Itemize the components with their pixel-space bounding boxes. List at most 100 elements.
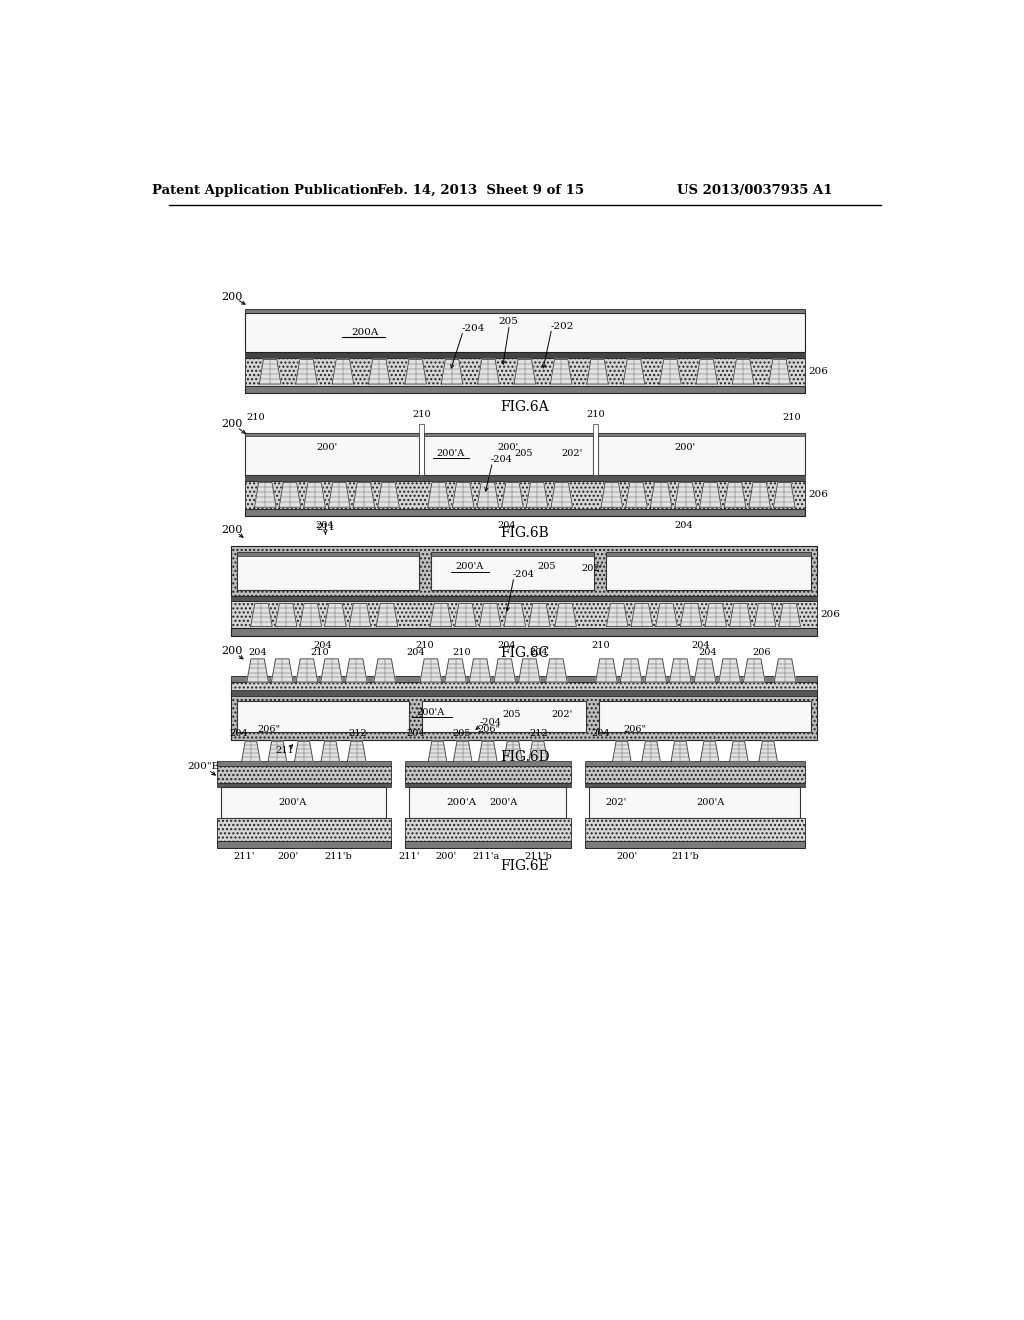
Text: 205: 205 [514,449,532,458]
Polygon shape [477,483,499,507]
Text: 200'A: 200'A [417,709,445,717]
Polygon shape [430,603,452,627]
Polygon shape [502,483,523,507]
Polygon shape [441,359,463,384]
Polygon shape [694,659,716,682]
Polygon shape [705,603,727,627]
Text: 200'A: 200'A [456,562,483,572]
Bar [245,433,419,437]
Bar [217,783,391,788]
Text: 200A: 200A [351,327,379,337]
Polygon shape [353,483,375,507]
Polygon shape [724,483,745,507]
Text: 210: 210 [591,640,609,649]
Text: FIG.6B: FIG.6B [501,527,549,540]
Text: 200: 200 [221,524,243,535]
Bar [245,475,805,480]
Bar [245,358,805,385]
Polygon shape [779,603,801,627]
Polygon shape [296,359,317,384]
Polygon shape [321,659,342,682]
Text: 200'A: 200'A [489,799,517,808]
Text: US 2013/0037935 A1: US 2013/0037935 A1 [677,185,833,197]
Text: -202: -202 [550,322,573,331]
Polygon shape [730,603,752,627]
Text: 204: 204 [248,648,267,657]
Bar [245,351,805,358]
Polygon shape [268,742,287,762]
Text: 204: 204 [674,521,692,531]
Polygon shape [504,603,525,627]
Bar [217,766,391,783]
Polygon shape [478,742,497,762]
Bar [237,552,419,556]
Polygon shape [555,603,577,627]
Text: 210: 210 [413,411,431,420]
Text: 210: 210 [453,648,471,657]
Polygon shape [304,483,326,507]
Polygon shape [732,359,754,384]
Text: FIG.6E: FIG.6E [501,859,549,873]
Text: Feb. 14, 2013  Sheet 9 of 15: Feb. 14, 2013 Sheet 9 of 15 [378,185,585,197]
Bar [404,841,571,847]
Text: FIG.6C: FIG.6C [500,645,550,660]
Bar [245,309,805,313]
Polygon shape [624,359,645,384]
Bar [230,682,817,739]
Text: 205: 205 [503,710,521,719]
Bar [230,601,817,628]
Polygon shape [696,359,718,384]
Text: -204: -204 [479,718,501,727]
Polygon shape [528,603,550,627]
Polygon shape [347,742,366,762]
Text: 204: 204 [691,640,710,649]
Text: 211: 211 [275,746,294,755]
Text: 200: 200 [221,647,243,656]
Bar [404,818,571,841]
Text: 200'A: 200'A [279,799,306,808]
Bar [230,682,817,690]
Bar [598,433,805,475]
Polygon shape [774,659,796,682]
Bar [230,628,817,636]
Bar [245,385,805,393]
Polygon shape [755,603,776,627]
Text: 204: 204 [313,640,333,649]
Text: 200': 200' [616,853,638,861]
Text: -204: -204 [490,455,513,465]
Text: 202': 202' [605,799,627,808]
Text: 206: 206 [808,491,828,499]
Bar [585,762,805,766]
Polygon shape [700,742,719,762]
Text: 210: 210 [782,413,801,421]
Polygon shape [247,659,268,682]
Polygon shape [420,659,441,682]
Text: 202': 202' [551,710,572,719]
Polygon shape [404,359,426,384]
Bar [237,701,410,733]
Bar [585,818,805,841]
Text: 204: 204 [497,640,516,649]
Polygon shape [280,483,301,507]
Polygon shape [680,603,701,627]
Polygon shape [349,603,371,627]
Text: 200': 200' [278,853,299,861]
Bar [431,552,594,556]
Bar [585,841,805,847]
Text: 204: 204 [591,729,609,738]
Bar [585,783,805,788]
Polygon shape [325,603,346,627]
Text: FIG.6D: FIG.6D [500,750,550,764]
Text: Patent Application Publication: Patent Application Publication [152,185,379,197]
Text: 210: 210 [587,411,605,420]
Text: 200: 200 [221,418,243,429]
Polygon shape [655,603,677,627]
Text: 211'b: 211'b [671,853,698,861]
Bar [590,788,801,818]
Text: 206": 206" [477,725,500,734]
Text: 200'A: 200'A [436,449,464,458]
Polygon shape [719,659,740,682]
Text: 210: 210 [310,648,329,657]
Polygon shape [601,483,623,507]
Polygon shape [454,742,472,762]
